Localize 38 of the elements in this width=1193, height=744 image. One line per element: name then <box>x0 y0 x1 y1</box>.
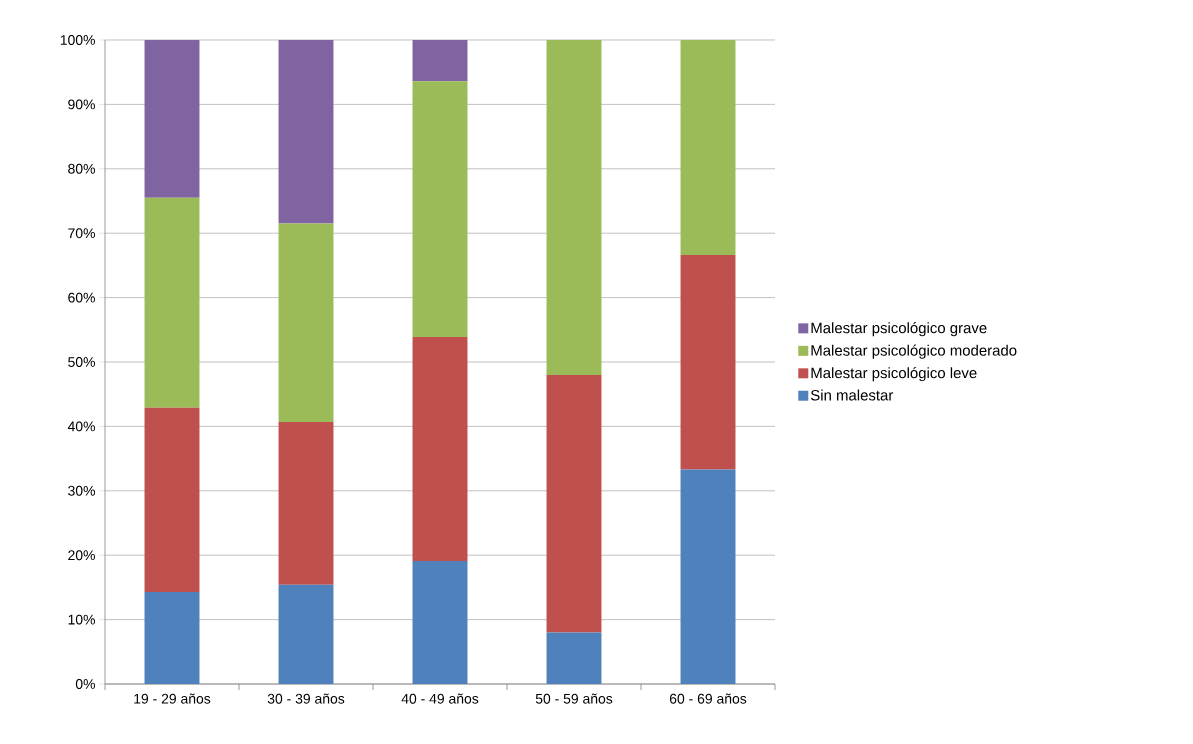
legend-label: Malestar psicológico grave <box>811 322 987 337</box>
bar <box>546 39 602 375</box>
y-tick-label: 70% <box>68 228 95 239</box>
x-tick-label: 19 - 29 años <box>134 693 211 704</box>
y-tick-label: 100% <box>60 35 95 45</box>
y-tick-label: 20% <box>68 550 95 561</box>
y-tick-label: 10% <box>68 614 95 625</box>
bar <box>412 561 468 684</box>
bar <box>144 39 200 198</box>
bar <box>278 223 334 422</box>
y-tick-label: 90% <box>68 99 95 110</box>
legend-label: Malestar psicológico leve <box>811 367 977 382</box>
bar <box>278 421 334 585</box>
bar <box>278 39 334 224</box>
legend-label: Sin malestar <box>810 389 894 401</box>
y-tick-label: 40% <box>67 421 95 432</box>
bar <box>144 197 200 408</box>
x-tick-label: 50 - 59 años <box>535 693 613 704</box>
bar <box>680 255 736 470</box>
bar <box>680 39 736 256</box>
y-tick-label: 60% <box>68 292 95 303</box>
bar <box>680 469 736 684</box>
bar <box>278 584 334 684</box>
bar <box>412 39 468 82</box>
x-tick-label: 30 - 39 años <box>267 693 345 704</box>
bar <box>546 374 602 633</box>
y-tick-label: 30% <box>68 485 95 496</box>
bar <box>412 336 468 561</box>
bar <box>546 632 602 684</box>
y-tick-label: 0% <box>75 679 95 689</box>
y-tick-label: 80% <box>68 163 95 174</box>
x-tick-label: 60 - 69 años <box>669 693 747 704</box>
legend-label: Malestar psicológico moderado <box>811 344 1017 359</box>
bar <box>144 591 200 684</box>
y-tick-label: 50% <box>68 357 95 367</box>
x-tick-label: 40 - 49 años <box>401 693 479 704</box>
bar <box>144 407 200 592</box>
bar <box>412 81 468 337</box>
